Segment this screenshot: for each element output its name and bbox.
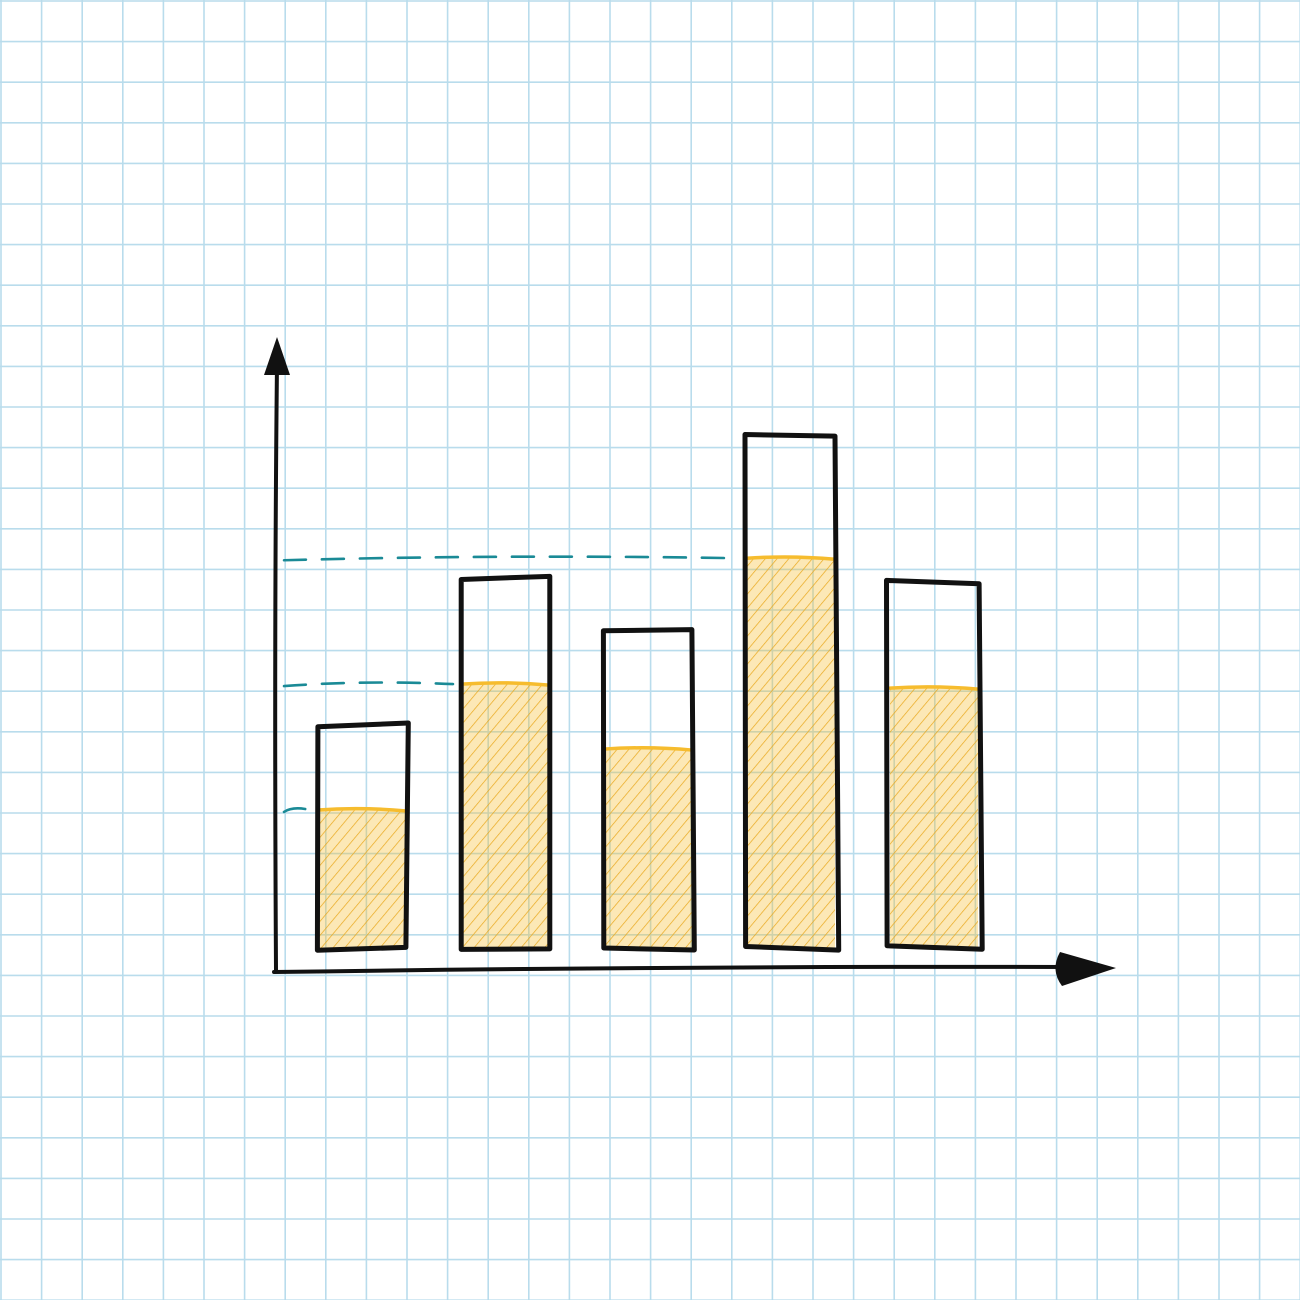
bar-outline xyxy=(884,577,985,952)
bar-fill-edge xyxy=(316,806,408,813)
bar-outline xyxy=(458,573,553,952)
bar-group xyxy=(742,432,842,953)
bar-fill-edge xyxy=(888,685,980,691)
reference-line xyxy=(282,681,455,688)
y-axis-arrowhead xyxy=(264,337,290,376)
bar-group xyxy=(600,627,697,953)
bar-hatching xyxy=(890,688,978,948)
reference-line xyxy=(282,807,312,814)
bar-fill-edge xyxy=(745,555,837,561)
bar-hatching xyxy=(461,684,549,948)
axes xyxy=(264,337,1116,986)
bar-outline xyxy=(314,720,411,953)
bar-hatching xyxy=(747,558,835,948)
bars xyxy=(314,432,985,953)
bar-fill-edge xyxy=(459,681,551,687)
bar-group xyxy=(884,577,985,952)
bar-group xyxy=(314,720,411,953)
bar-outline xyxy=(742,432,842,953)
reference-line xyxy=(282,555,741,562)
bar-hatching xyxy=(318,809,406,948)
x-axis-arrowhead xyxy=(1055,952,1116,986)
x-axis xyxy=(272,964,1074,974)
bar-group xyxy=(458,573,553,952)
bar-fill-edge xyxy=(602,746,694,752)
reference-lines xyxy=(282,555,741,814)
bar-hatching xyxy=(604,749,692,948)
y-axis xyxy=(273,361,279,972)
bar-outline xyxy=(600,627,697,953)
